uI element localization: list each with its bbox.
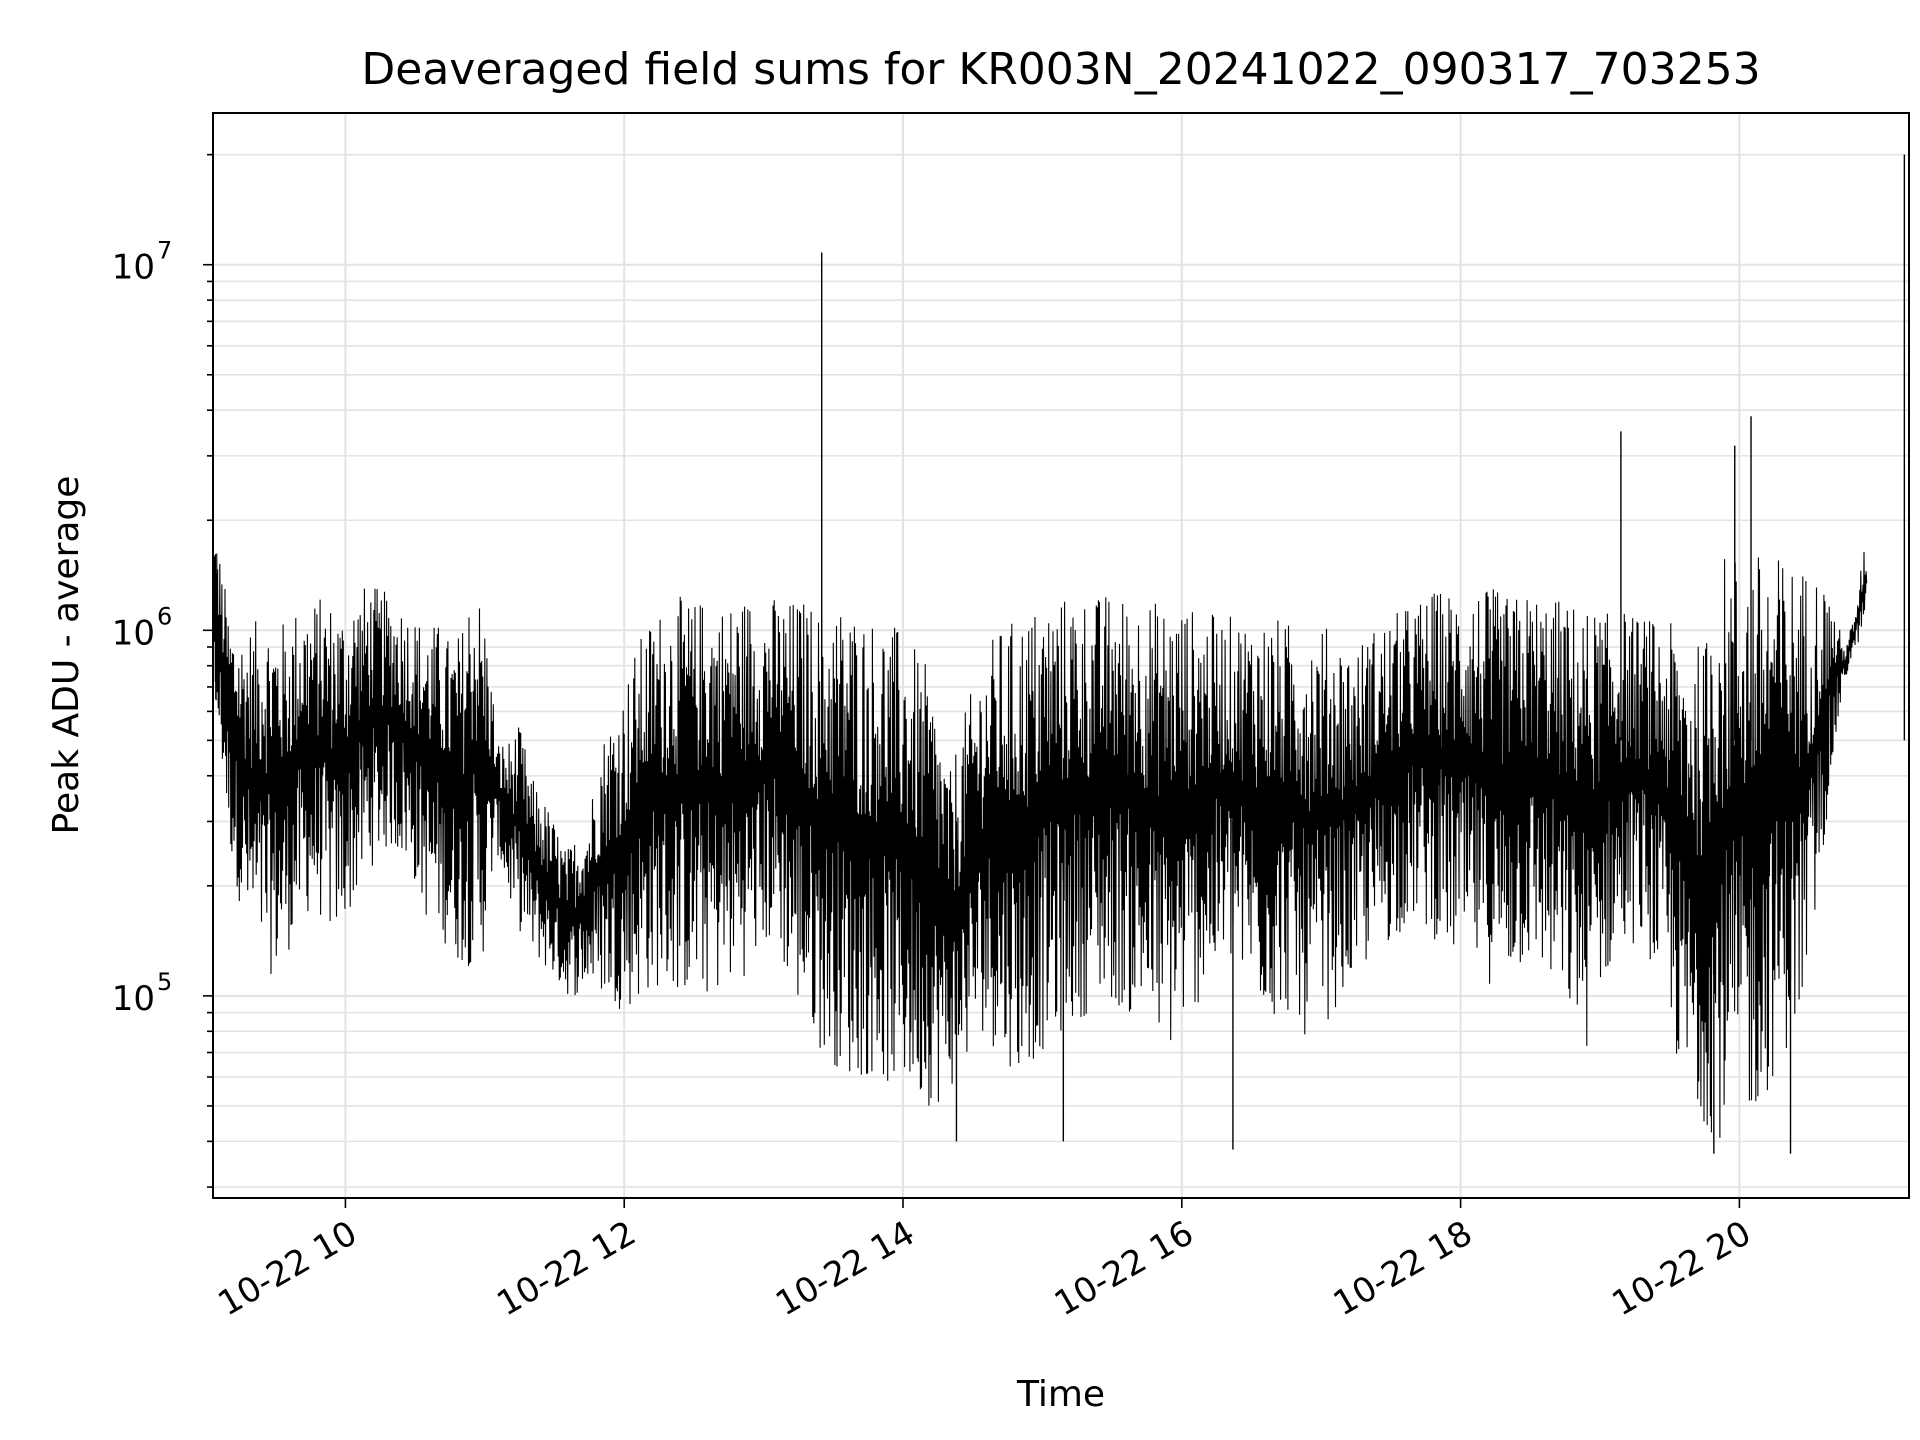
chart-title: Deaveraged field sums for KR003N_2024102… (361, 44, 1760, 95)
y-tick-label: 10 (112, 979, 155, 1019)
series-line (212, 154, 1906, 1154)
y-tick-label: 10 (112, 613, 155, 653)
y-tick-exponent: 5 (157, 968, 172, 996)
x-axis-label: Time (1016, 1374, 1105, 1415)
plot-frame (212, 112, 1910, 1199)
y-tick-exponent: 6 (157, 602, 172, 630)
series-path (212, 551, 1868, 1138)
y-tick-exponent: 7 (157, 237, 172, 265)
y-axis-label: Peak ADU - average (46, 476, 87, 835)
y-tick-label: 10 (112, 248, 155, 288)
